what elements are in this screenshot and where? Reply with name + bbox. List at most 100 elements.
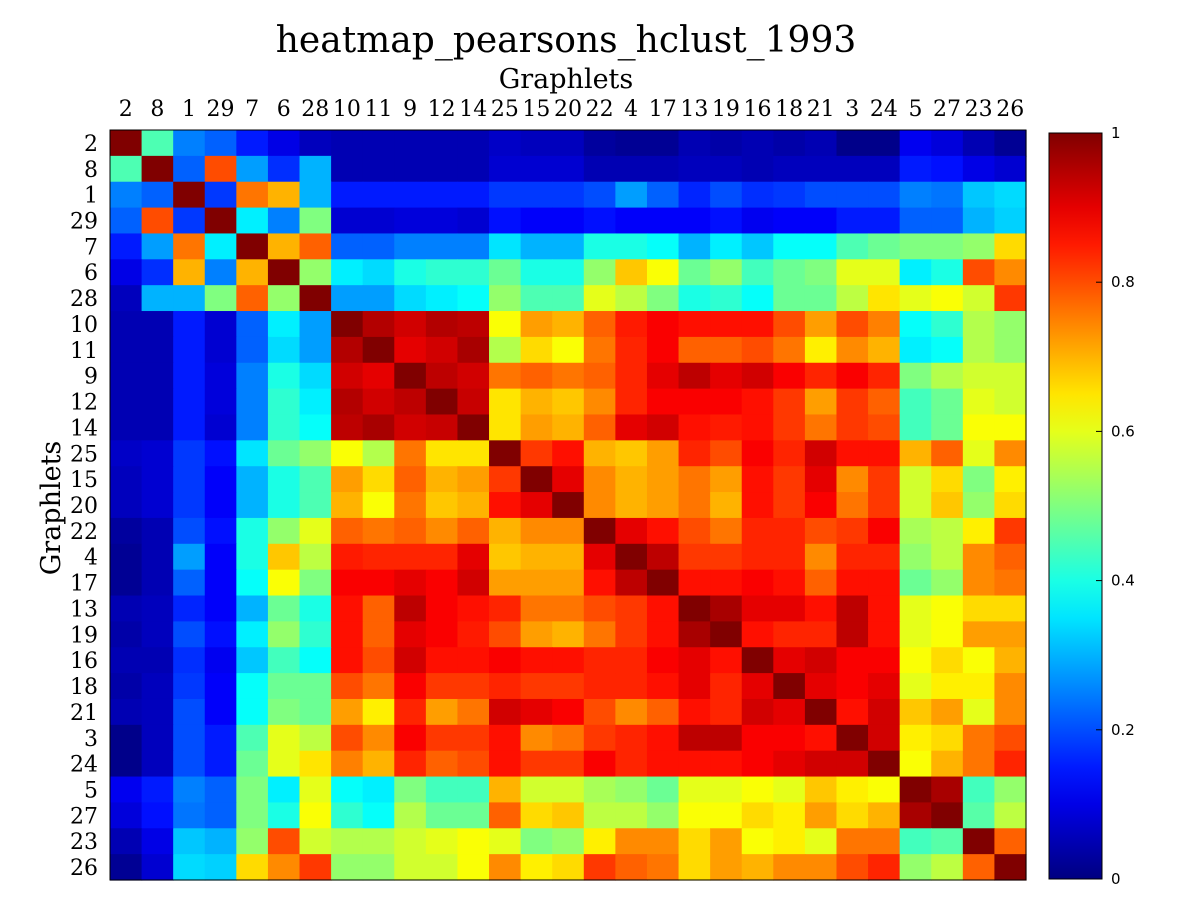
heatmap-cell [457,285,490,312]
heatmap-cell [678,336,711,364]
heatmap-cell [457,647,490,674]
heatmap-cell [899,181,932,209]
heatmap-cell [299,440,332,467]
heatmap-cell [994,698,1027,726]
heatmap-cell [773,414,806,441]
heatmap-cell [489,802,522,829]
heatmap-cell [678,569,711,597]
heatmap-cell [267,569,301,597]
heatmap-cell [552,285,585,312]
heatmap-cell [362,285,395,312]
heatmap-cell [489,362,522,390]
heatmap-cell [583,130,616,157]
x-tick-label: 23 [965,97,993,122]
heatmap-cell [299,155,332,183]
heatmap-cell [394,155,427,183]
heatmap-cell [804,259,838,286]
heatmap-cell [868,517,901,545]
heatmap-cell [362,311,395,338]
heatmap-cell [457,414,490,441]
heatmap-cell [804,828,838,855]
heatmap-cell [994,130,1027,157]
heatmap-cell [425,440,459,467]
heatmap-cell [646,854,680,881]
heatmap-cell [173,673,206,700]
heatmap-cell [583,285,616,312]
heatmap-cell [457,466,490,493]
heatmap-cell [267,595,301,622]
x-tick-label: 7 [245,97,259,122]
heatmap-cell [173,414,206,441]
heatmap-cell [836,130,869,157]
heatmap-cell [804,724,838,752]
heatmap-cell [236,362,269,390]
heatmap-cell [868,336,901,364]
heatmap-cell [773,362,806,390]
heatmap-cell [331,130,364,157]
heatmap-cell [646,724,680,752]
heatmap-cell [741,233,774,260]
heatmap-cell [804,207,838,235]
heatmap-cell [110,130,143,157]
heatmap-cell [994,155,1027,183]
heatmap-cell [836,828,869,855]
heatmap-cell [362,362,395,390]
heatmap-cell [804,776,838,804]
heatmap-cell [868,311,901,338]
heatmap-cell [362,543,395,571]
heatmap-cell [899,492,932,519]
heatmap-cell [331,724,364,752]
heatmap-cell [962,181,996,209]
heatmap-cell [331,750,364,778]
heatmap-cell [773,440,806,467]
heatmap-cell [868,440,901,467]
heatmap-cell [110,517,143,545]
heatmap-cell [646,233,680,260]
heatmap-cell [931,517,964,545]
heatmap-cell [489,492,522,519]
heatmap-cell [994,388,1027,416]
heatmap-cell [899,414,932,441]
heatmap-cell [773,207,806,235]
heatmap-cell [204,233,237,260]
heatmap-cell [520,466,553,493]
heatmap-cell [520,750,553,778]
heatmap-cell [773,595,806,622]
heatmap-cell [236,517,269,545]
x-tick-label: 12 [428,97,456,122]
heatmap-cell [899,155,932,183]
heatmap-cell [868,828,901,855]
heatmap-cell [710,130,743,157]
y-tick-label: 10 [70,313,98,338]
heatmap-cell [457,621,490,648]
heatmap-cell [110,543,143,571]
x-tick-label: 6 [277,97,291,122]
heatmap-cell [646,698,680,726]
heatmap-cell [110,259,143,286]
heatmap-cell [299,828,332,855]
heatmap-cell [962,492,996,519]
heatmap-cell [741,517,774,545]
heatmap-cell [520,414,553,441]
heatmap-cell [710,854,743,881]
heatmap-cell [868,750,901,778]
heatmap-cell [710,492,743,519]
x-tick-label: 13 [680,97,708,122]
heatmap-cell [836,362,869,390]
x-tick-label: 18 [775,97,803,122]
heatmap-cell [931,388,964,416]
heatmap-cell [299,724,332,752]
heatmap-cell [773,155,806,183]
heatmap-cell [425,466,459,493]
heatmap-cell [299,466,332,493]
heatmap-cell [710,569,743,597]
heatmap-cell [899,440,932,467]
x-tick-label: 8 [150,97,164,122]
heatmap-cell [868,854,901,881]
heatmap-cell [583,828,616,855]
heatmap-cell [489,517,522,545]
heatmap-cell [583,854,616,881]
x-tick-label: 29 [207,97,235,122]
heatmap-cell [899,311,932,338]
heatmap-cell [173,492,206,519]
